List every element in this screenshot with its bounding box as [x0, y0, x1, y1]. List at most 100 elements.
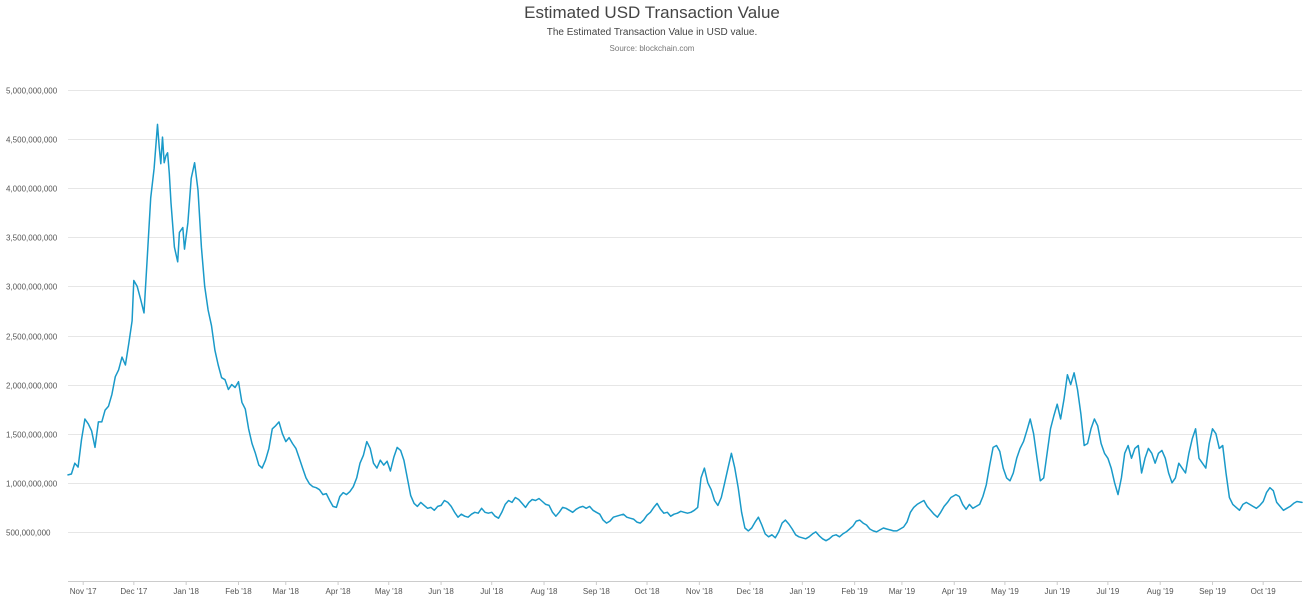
data-point — [321, 493, 324, 496]
data-point — [1140, 472, 1143, 475]
data-point — [1086, 442, 1089, 445]
data-point — [1187, 452, 1190, 455]
data-point — [965, 508, 968, 511]
data-point — [1181, 467, 1184, 470]
data-point — [571, 511, 574, 514]
data-point — [362, 454, 365, 457]
data-point — [581, 505, 584, 508]
data-point — [683, 511, 686, 514]
data-point — [1221, 444, 1224, 447]
data-point — [217, 364, 220, 367]
data-point — [90, 429, 93, 432]
data-point — [1022, 440, 1025, 443]
data-point — [494, 515, 497, 518]
data-point — [230, 383, 233, 386]
data-point — [558, 511, 561, 514]
data-point — [386, 460, 389, 463]
data-point — [865, 524, 868, 527]
data-point — [342, 491, 345, 494]
data-point — [389, 470, 392, 473]
data-point — [700, 476, 703, 479]
data-point — [1258, 504, 1261, 507]
data-point — [841, 532, 844, 535]
data-point — [193, 161, 196, 164]
data-point — [429, 506, 432, 509]
data-point — [359, 462, 362, 465]
data-point — [710, 488, 713, 491]
data-point — [244, 408, 247, 411]
x-tick-label: Jun '19 — [1044, 587, 1070, 596]
data-point — [1052, 415, 1055, 418]
data-point — [352, 485, 355, 488]
data-point — [463, 515, 466, 518]
data-point — [554, 515, 557, 518]
data-point — [1120, 476, 1123, 479]
data-point — [110, 393, 113, 396]
x-tick-label: Oct '18 — [634, 587, 660, 596]
data-point — [94, 446, 97, 449]
y-tick-label: 3,000,000,000 — [6, 283, 58, 292]
data-point — [1096, 424, 1099, 427]
data-point — [1015, 457, 1018, 460]
data-point — [862, 522, 865, 525]
x-tick-label: Oct '19 — [1251, 587, 1277, 596]
data-point — [190, 177, 193, 180]
data-point — [355, 476, 358, 479]
data-point — [200, 246, 203, 249]
data-point — [527, 501, 530, 504]
data-point — [885, 528, 888, 531]
data-point — [992, 446, 995, 449]
data-point — [625, 516, 628, 519]
data-point — [872, 529, 875, 532]
data-point — [446, 501, 449, 504]
data-point — [224, 378, 227, 381]
data-point — [1090, 427, 1093, 430]
data-point — [181, 226, 184, 229]
data-point — [875, 530, 878, 533]
data-point — [170, 201, 173, 204]
data-point — [146, 255, 149, 258]
x-tick-label: Dec '18 — [737, 587, 764, 596]
data-point — [659, 508, 662, 511]
data-point — [308, 482, 311, 485]
data-point — [1218, 447, 1221, 450]
data-point — [163, 161, 166, 164]
data-point — [1198, 457, 1201, 460]
data-point — [284, 440, 287, 443]
y-axis: 500,000,000 1,000,000,000 1,500,000,000 2,0… — [6, 87, 58, 538]
data-point — [1066, 373, 1069, 376]
data-point — [852, 525, 855, 528]
data-point — [743, 527, 746, 530]
data-point — [500, 511, 503, 514]
data-point — [713, 499, 716, 502]
data-point — [929, 509, 932, 512]
data-point — [619, 514, 622, 517]
data-point — [774, 536, 777, 539]
data-point — [166, 151, 169, 154]
data-point — [470, 513, 473, 516]
data-point — [1211, 427, 1214, 430]
data-point — [794, 533, 797, 536]
data-point — [926, 505, 929, 508]
x-tick-label: Apr '19 — [942, 587, 968, 596]
data-point — [632, 518, 635, 521]
data-point — [1103, 452, 1106, 455]
series-line — [67, 123, 1303, 542]
data-point — [325, 492, 328, 495]
data-point — [551, 511, 554, 514]
data-point — [961, 503, 964, 506]
data-point — [602, 519, 605, 522]
data-point — [210, 324, 213, 327]
data-point — [1002, 467, 1005, 470]
data-point — [207, 309, 210, 312]
data-point — [213, 349, 216, 352]
data-point — [149, 197, 152, 200]
data-point — [440, 504, 443, 507]
data-point — [943, 505, 946, 508]
data-point — [895, 529, 898, 532]
data-point — [264, 459, 267, 462]
data-point — [985, 483, 988, 486]
data-point — [906, 521, 909, 524]
data-point — [426, 507, 429, 510]
data-point — [124, 364, 127, 367]
